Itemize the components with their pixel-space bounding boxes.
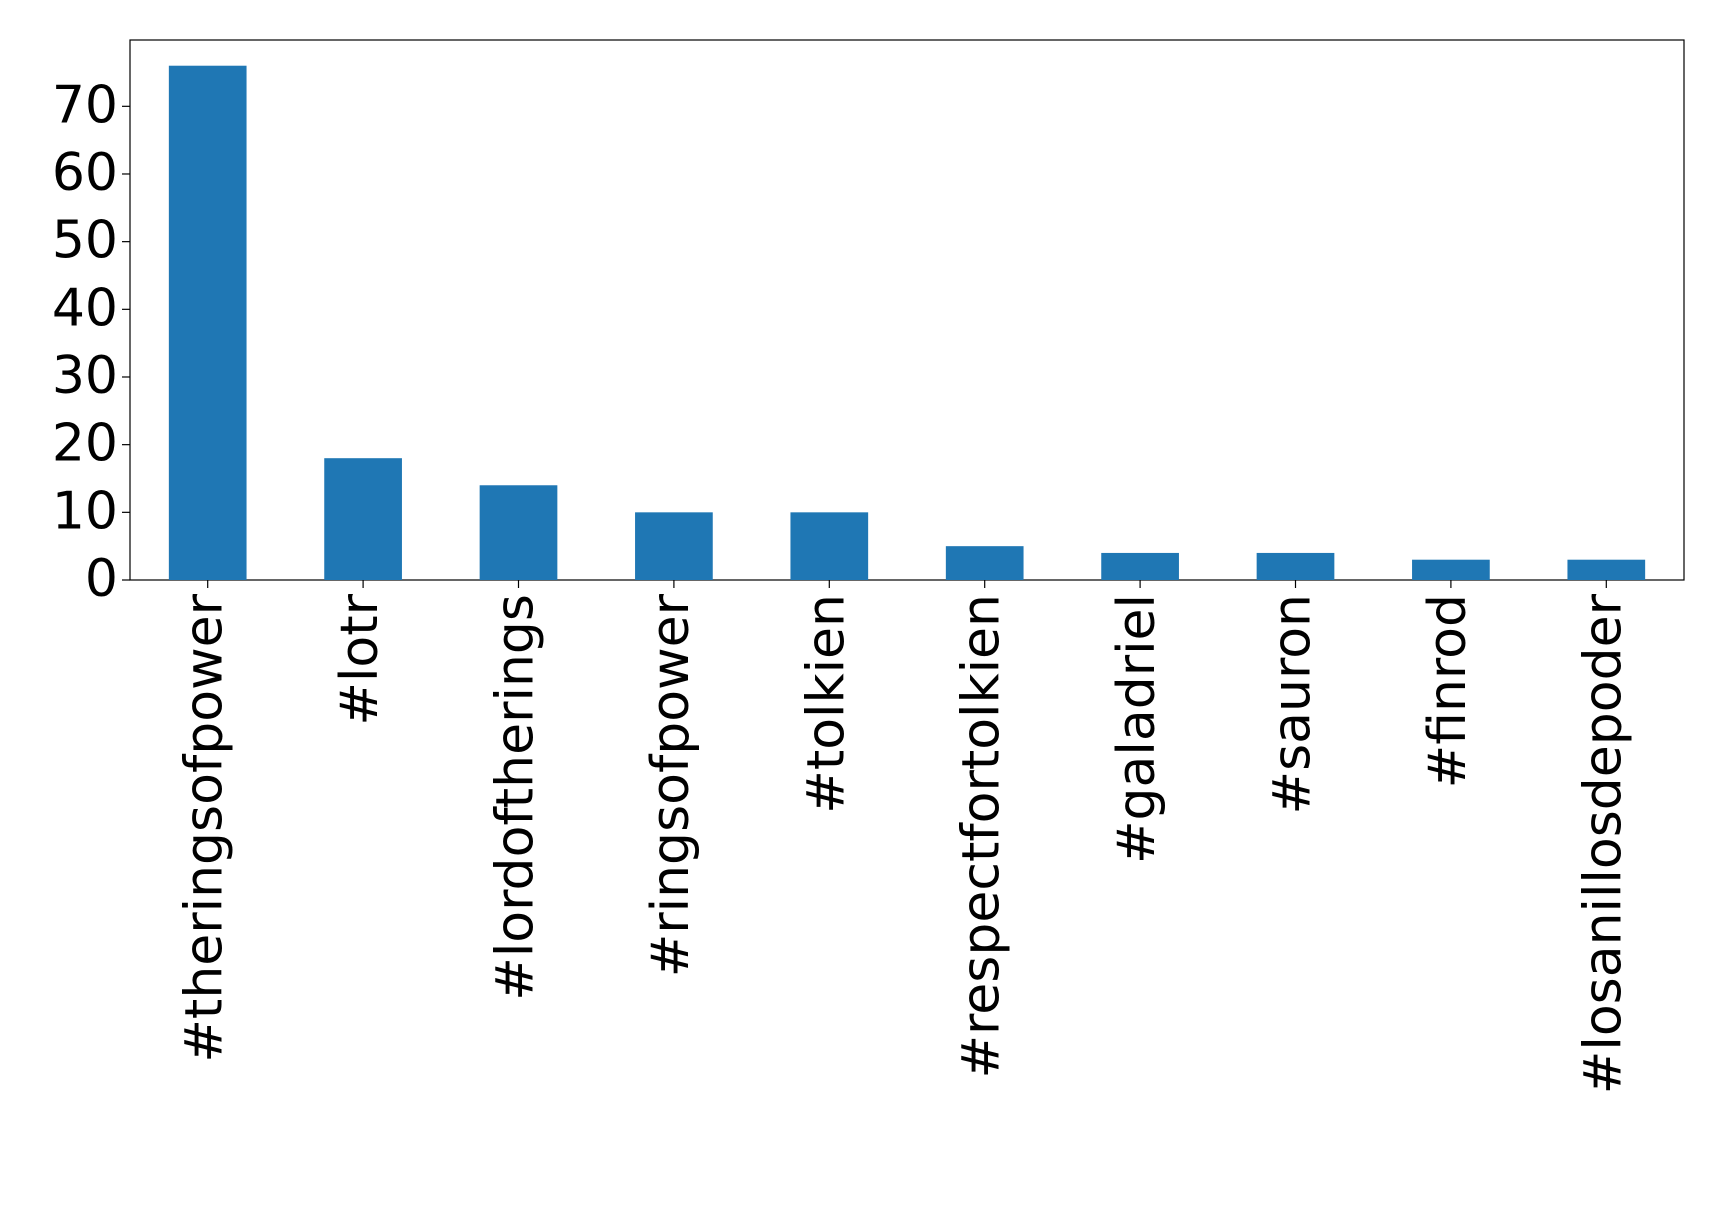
bar <box>324 458 402 580</box>
y-tick-label: 10 <box>52 481 118 541</box>
x-tick-label: #lotr <box>330 593 390 725</box>
bar <box>1256 552 1335 580</box>
bar <box>1101 552 1179 580</box>
y-tick-label: 70 <box>52 75 118 135</box>
bar <box>1412 559 1490 580</box>
x-tick-label: #losanillosdepoder <box>1573 593 1633 1094</box>
x-tick-label: #theringsofpower <box>175 593 235 1062</box>
bar <box>168 65 247 580</box>
bar <box>790 512 869 580</box>
y-tick-label: 30 <box>52 346 118 406</box>
y-tick-label: 60 <box>52 143 118 203</box>
y-tick-label: 20 <box>52 414 118 474</box>
y-tick-label: 50 <box>52 211 118 271</box>
x-tick-label: #sauron <box>1263 594 1323 815</box>
y-tick-label: 40 <box>52 278 118 338</box>
x-tick-label: #lordoftherings <box>486 594 546 1001</box>
bar <box>479 485 558 580</box>
x-tick-label: #respectfortolkien <box>952 594 1012 1079</box>
bar <box>945 546 1024 580</box>
x-tick-label: #ringsofpower <box>641 593 701 977</box>
bar <box>635 512 713 580</box>
x-tick-label: #tolkien <box>796 594 856 814</box>
x-tick-label: #galadriel <box>1107 594 1167 864</box>
plot-frame <box>129 39 1685 581</box>
x-tick-label: #finrod <box>1418 594 1478 788</box>
bar <box>1567 559 1646 580</box>
y-tick-label: 0 <box>85 549 118 609</box>
